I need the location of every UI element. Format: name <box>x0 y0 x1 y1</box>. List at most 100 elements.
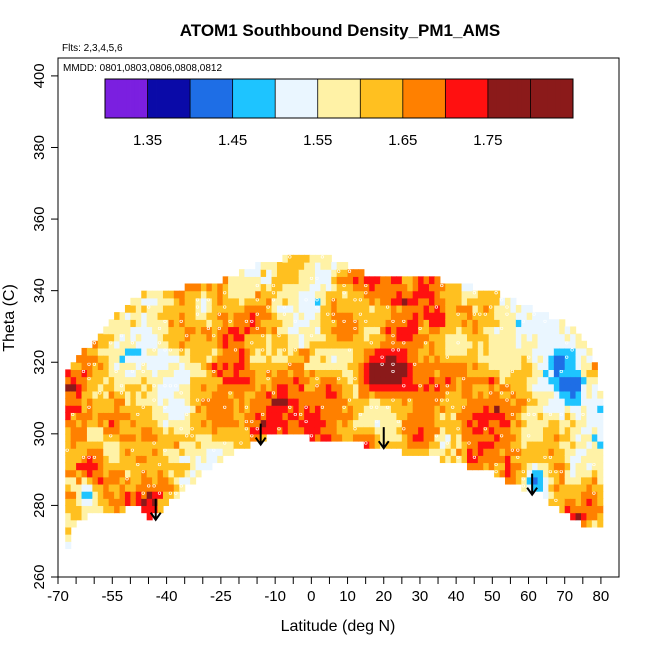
heatmap-cell <box>76 426 83 435</box>
heatmap-cell <box>510 426 517 435</box>
heatmap-cell <box>412 376 419 385</box>
heatmap-cell <box>65 448 72 456</box>
heatmap-cell <box>347 355 354 363</box>
sample-point <box>315 276 319 280</box>
heatmap-cell <box>570 369 577 378</box>
heatmap-cell <box>342 383 349 392</box>
heatmap-cell <box>597 476 604 485</box>
heatmap-cell <box>65 376 72 385</box>
sample-point <box>559 412 563 417</box>
heatmap-cell <box>200 412 207 421</box>
colorbar-swatch <box>360 79 365 118</box>
heatmap-cell <box>385 297 392 306</box>
heatmap-cell <box>266 283 273 292</box>
heatmap-cell <box>222 297 229 306</box>
heatmap-cell <box>499 355 506 363</box>
heatmap-cell <box>249 355 256 363</box>
heatmap-cell <box>233 304 240 313</box>
heatmap-cell <box>157 405 164 413</box>
heatmap-cell <box>439 433 446 442</box>
heatmap-cell <box>119 319 126 328</box>
heatmap-cell <box>282 312 289 320</box>
sample-point <box>375 419 379 424</box>
heatmap-cell <box>385 312 392 320</box>
heatmap-cell <box>325 312 332 320</box>
heatmap-cell <box>157 369 164 378</box>
heatmap-cell <box>184 376 191 385</box>
heatmap-cell <box>298 398 305 406</box>
heatmap-cell <box>70 476 77 485</box>
colorbar-swatch <box>236 79 242 118</box>
heatmap-cell <box>521 419 528 428</box>
heatmap-cell <box>130 326 137 335</box>
heatmap-cell <box>532 376 539 385</box>
heatmap-cell <box>396 390 403 399</box>
heatmap-cell <box>255 297 262 306</box>
heatmap-cell <box>97 390 104 399</box>
heatmap-cell <box>352 355 360 363</box>
heatmap-cell <box>81 476 88 485</box>
heatmap-cell <box>325 426 332 435</box>
heatmap-cell <box>385 304 392 313</box>
heatmap-cell <box>70 398 77 406</box>
heatmap-cell <box>407 362 414 370</box>
heatmap-cell <box>564 326 571 335</box>
heatmap-cell <box>65 476 72 485</box>
heatmap-cell <box>472 333 479 342</box>
heatmap-cell <box>314 304 321 313</box>
heatmap-cell <box>211 383 218 392</box>
sample-point <box>266 376 270 381</box>
heatmap-cell <box>119 347 126 356</box>
heatmap-cell <box>428 355 436 363</box>
heatmap-cell <box>374 433 381 442</box>
heatmap-cell <box>222 312 229 320</box>
heatmap-cell <box>434 412 441 421</box>
heatmap-cell <box>162 419 169 428</box>
heatmap-cell <box>124 369 131 378</box>
sample-point <box>250 419 254 424</box>
heatmap-cell <box>456 297 463 306</box>
colorbar-swatch <box>270 79 276 118</box>
heatmap-cell <box>92 419 99 428</box>
heatmap-cell <box>162 312 169 320</box>
heatmap-cell <box>363 283 370 292</box>
heatmap-cell <box>249 347 256 356</box>
heatmap-cell <box>488 347 495 356</box>
heatmap-cell <box>369 347 376 356</box>
heatmap-cell <box>423 405 430 413</box>
heatmap-cell <box>466 297 474 306</box>
heatmap-cell <box>103 505 110 514</box>
heatmap-cell <box>298 369 305 378</box>
heatmap-cell <box>515 376 522 385</box>
heatmap-cell <box>445 283 452 292</box>
heatmap-cell <box>499 405 506 413</box>
colorbar-swatch <box>326 79 331 118</box>
heatmap-cell <box>141 483 148 492</box>
heatmap-cell <box>130 333 137 342</box>
heatmap-cell <box>472 312 479 320</box>
heatmap-cell <box>271 419 278 428</box>
sample-point <box>505 305 509 309</box>
heatmap-cell <box>521 476 528 485</box>
heatmap-cell <box>70 483 77 492</box>
heatmap-cell <box>390 383 398 392</box>
heatmap-cell <box>559 469 566 478</box>
heatmap-cell <box>190 347 197 356</box>
heatmap-cell <box>309 369 316 378</box>
heatmap-cell <box>586 405 593 413</box>
heatmap-cell <box>179 326 186 335</box>
heatmap-cell <box>130 498 137 507</box>
x-tick-label: -10 <box>264 588 286 605</box>
x-tick-label: 70 <box>556 588 573 605</box>
heatmap-cell <box>298 319 305 328</box>
colorbar-swatch <box>526 79 531 118</box>
sample-point <box>516 448 520 452</box>
sample-point <box>440 398 444 402</box>
heatmap-cell <box>271 362 278 370</box>
heatmap-cell <box>515 405 522 413</box>
heatmap-cell <box>548 405 555 413</box>
heatmap-cell <box>586 433 593 442</box>
heatmap-cell <box>450 383 457 392</box>
heatmap-cell <box>450 312 457 320</box>
colorbar-swatch <box>492 79 497 118</box>
